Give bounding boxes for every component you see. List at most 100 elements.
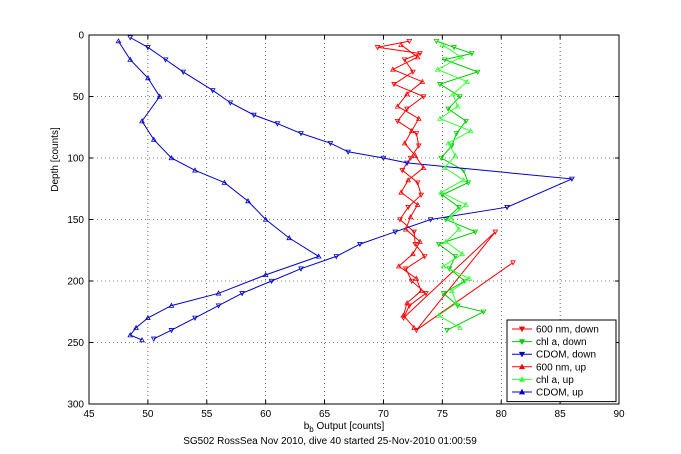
data-point bbox=[569, 176, 575, 182]
legend-label: CDOM, down bbox=[536, 350, 596, 361]
series-line bbox=[436, 44, 472, 329]
data-point bbox=[145, 75, 151, 81]
data-point bbox=[442, 238, 449, 244]
legend-label: 600 nm, down bbox=[536, 325, 599, 336]
y-tick-label: 0 bbox=[78, 31, 84, 42]
series-0 bbox=[374, 38, 516, 334]
data-point bbox=[404, 160, 410, 166]
data-point bbox=[400, 315, 407, 321]
data-point bbox=[420, 94, 427, 100]
data-point bbox=[433, 38, 440, 45]
data-point bbox=[453, 131, 460, 137]
data-point bbox=[437, 115, 443, 121]
data-point bbox=[444, 328, 450, 334]
data-point bbox=[162, 57, 169, 63]
legend-swatch-marker bbox=[518, 339, 526, 345]
data-point bbox=[401, 57, 408, 63]
data-point bbox=[466, 275, 473, 281]
data-point bbox=[419, 78, 426, 84]
data-point bbox=[438, 189, 445, 195]
data-point bbox=[315, 253, 322, 259]
data-point bbox=[445, 106, 452, 112]
data-point bbox=[215, 290, 222, 296]
data-point bbox=[345, 149, 351, 155]
y-tick-label: 50 bbox=[73, 92, 85, 103]
x-tick-label: 75 bbox=[437, 409, 449, 420]
data-point bbox=[418, 192, 425, 198]
data-point bbox=[454, 103, 461, 109]
data-point bbox=[407, 155, 414, 162]
data-point bbox=[448, 287, 455, 293]
series-3 bbox=[389, 41, 427, 330]
data-point bbox=[397, 217, 403, 223]
series-line bbox=[117, 40, 320, 341]
data-point bbox=[457, 324, 463, 330]
data-point bbox=[413, 275, 420, 281]
y-tick-label: 100 bbox=[67, 154, 84, 165]
x-tick-label: 60 bbox=[260, 409, 272, 420]
data-point bbox=[440, 263, 447, 269]
data-point bbox=[451, 45, 457, 51]
data-point bbox=[405, 205, 412, 211]
x-tick-label: 85 bbox=[555, 409, 567, 420]
data-point bbox=[404, 91, 410, 97]
legend-box bbox=[506, 319, 617, 403]
x-axis-label: bb Output [counts] bbox=[304, 421, 385, 434]
data-point bbox=[460, 177, 467, 183]
x-tick-label: 65 bbox=[319, 409, 331, 420]
data-point bbox=[402, 226, 409, 232]
data-point bbox=[414, 54, 421, 60]
data-point bbox=[417, 51, 423, 57]
data-point bbox=[441, 164, 448, 170]
legend-item: chl a, up bbox=[512, 375, 574, 386]
data-point bbox=[413, 131, 420, 137]
legend-item: 600 nm, down bbox=[512, 325, 599, 336]
data-point bbox=[448, 143, 455, 149]
data-point bbox=[412, 152, 419, 158]
data-point bbox=[380, 155, 387, 162]
data-point bbox=[421, 254, 428, 260]
data-point bbox=[391, 82, 397, 88]
data-point bbox=[262, 271, 269, 278]
data-point bbox=[145, 314, 151, 321]
legend-swatch-marker bbox=[518, 363, 526, 370]
data-point bbox=[192, 167, 198, 173]
data-point bbox=[504, 205, 510, 211]
data-point bbox=[417, 238, 423, 244]
legend-label: chl a, down bbox=[536, 337, 587, 348]
data-point bbox=[418, 287, 425, 293]
y-tick-label: 200 bbox=[67, 277, 84, 288]
data-point bbox=[414, 180, 421, 186]
data-point bbox=[457, 94, 463, 100]
data-point bbox=[453, 300, 460, 306]
data-point bbox=[333, 254, 340, 260]
data-point bbox=[407, 214, 414, 220]
data-point bbox=[467, 127, 474, 134]
data-point bbox=[274, 121, 281, 127]
data-point bbox=[415, 143, 422, 149]
data-point bbox=[401, 140, 408, 146]
series-5 bbox=[115, 38, 322, 343]
data-point bbox=[133, 324, 139, 330]
data-point bbox=[298, 266, 304, 272]
data-point bbox=[435, 241, 442, 248]
data-point bbox=[438, 155, 445, 162]
data-point bbox=[472, 229, 479, 235]
data-point bbox=[115, 38, 122, 44]
data-point bbox=[468, 51, 475, 57]
data-point bbox=[463, 201, 469, 207]
legend-item: 600 nm, up bbox=[512, 362, 586, 373]
plot-series bbox=[115, 35, 575, 343]
data-point bbox=[392, 229, 399, 235]
data-point bbox=[510, 260, 516, 266]
data-point bbox=[227, 100, 234, 106]
data-point bbox=[435, 312, 442, 318]
data-point bbox=[406, 38, 413, 45]
data-point bbox=[452, 254, 459, 260]
data-point bbox=[245, 198, 251, 204]
chart-caption: SG502 RossSea Nov 2010, dive 40 started … bbox=[183, 436, 477, 447]
data-point bbox=[127, 35, 134, 41]
data-point bbox=[408, 127, 415, 134]
